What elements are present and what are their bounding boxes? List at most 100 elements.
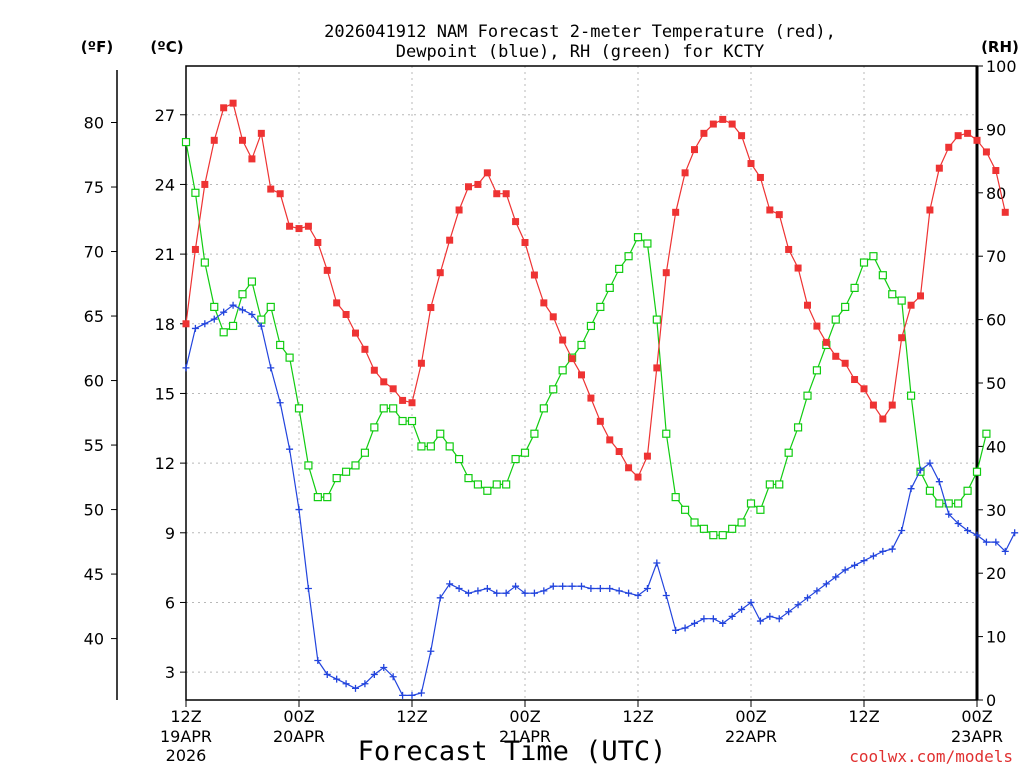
celsius-tick-label: 9	[165, 524, 175, 543]
dewpoint-point	[229, 301, 237, 309]
dewpoint-point	[540, 587, 548, 595]
rh-point	[304, 461, 313, 470]
temperature-point	[869, 401, 877, 409]
rh-point	[276, 340, 285, 350]
fahrenheit-unit-label: (ºF)	[81, 38, 113, 56]
rh-point	[878, 271, 887, 280]
dewpoint-point	[643, 585, 651, 593]
rh-point	[596, 302, 605, 312]
temperature-point	[672, 208, 680, 216]
rh-point	[690, 518, 699, 527]
dewpoint-point	[700, 615, 708, 623]
dewpoint-point	[333, 675, 341, 683]
dewpoint-point	[201, 320, 209, 328]
temperature-point	[417, 359, 425, 367]
x-tick-date-label: 22APR	[725, 727, 777, 746]
rh-point	[238, 290, 247, 299]
dewpoint-point	[502, 589, 510, 597]
temperature-point	[229, 99, 237, 107]
temperature-point	[813, 322, 821, 330]
tick-labels: 3 6 9 12 15 18 21 24 27 40 45 50 55 60 65 70 75 80 0 10 20 30…	[84, 57, 1017, 765]
temperature-point	[408, 399, 416, 407]
rh-tick-label: 60	[986, 311, 1006, 330]
dewpoint-point	[596, 585, 604, 593]
celsius-tick-label: 18	[155, 315, 175, 334]
rh-point	[332, 474, 341, 483]
dewpoint-point	[992, 538, 1000, 546]
rh-point	[831, 315, 840, 324]
temperature-point	[888, 401, 896, 409]
rh-point	[294, 404, 304, 413]
celsius-tick-label: 3	[165, 663, 175, 682]
temperature-point	[964, 129, 972, 137]
x-tick-date-label: 20APR	[273, 727, 325, 746]
temperature-point	[982, 148, 990, 156]
dewpoint-point	[191, 324, 199, 332]
rh-tick-label: 90	[986, 120, 1006, 139]
temperature-point	[267, 185, 275, 193]
temperature-point	[352, 329, 359, 337]
celsius-tick-label: 15	[155, 384, 175, 403]
temperature-point	[361, 345, 369, 353]
temperature-point	[493, 190, 501, 198]
dewpoint-point	[775, 615, 783, 623]
temperature-point	[380, 378, 388, 386]
temperature-point	[436, 269, 444, 277]
rh-point	[728, 524, 737, 533]
rh-point	[398, 416, 407, 426]
temperature-point	[728, 120, 736, 128]
celsius-tick-label: 27	[155, 106, 175, 125]
rh-tick-label: 70	[986, 247, 1006, 266]
dewpoint-point	[653, 559, 661, 567]
dewpoint-point	[530, 589, 538, 597]
temperature-point	[851, 376, 859, 384]
x-tick-time-label: 00Z	[735, 707, 766, 726]
temperature-point	[530, 271, 538, 279]
rh-point	[972, 467, 982, 476]
rh-point	[652, 315, 661, 324]
temperature-point	[907, 301, 915, 309]
rh-tick-label: 30	[986, 501, 1006, 520]
temperature-point	[257, 129, 265, 137]
rh-tick-label: 40	[986, 437, 1006, 456]
x-tick-year-label: 2026	[166, 746, 207, 765]
x-tick-time-label: 12Z	[396, 707, 427, 726]
rh-point	[605, 283, 614, 292]
temperature-point	[474, 180, 482, 188]
rh-point	[737, 518, 746, 527]
fahrenheit-tick-label: 55	[84, 436, 104, 455]
rh-point	[850, 283, 859, 292]
rh-point	[285, 353, 294, 362]
chart-title-line-2: Dewpoint (blue), RH (green) for KCTY	[396, 42, 764, 62]
temperature-point	[954, 132, 962, 140]
rh-point	[888, 290, 897, 299]
dewpoint-point	[1011, 529, 1019, 537]
rh-point	[746, 499, 756, 508]
rh-tick-label: 10	[986, 628, 1006, 647]
rh-point	[709, 531, 718, 540]
dewpoint-point	[587, 585, 595, 593]
dewpoint-point	[747, 598, 755, 606]
dewpoint-point	[549, 582, 557, 590]
rh-point	[624, 252, 633, 261]
dewpoint-point	[888, 545, 896, 553]
fahrenheit-tick-label: 80	[84, 114, 104, 133]
temperature-point	[832, 352, 840, 360]
rh-point	[586, 321, 596, 331]
rh-point	[492, 480, 501, 489]
rh-point	[982, 429, 991, 438]
temperature-point	[540, 299, 548, 307]
temperature-point	[220, 104, 228, 112]
temperature-point	[653, 364, 661, 372]
temperature-point	[248, 155, 256, 163]
dewpoint-point	[370, 670, 378, 678]
rh-point	[539, 404, 548, 413]
rh-point	[699, 524, 709, 533]
celsius-tick-label: 24	[155, 175, 175, 194]
dewpoint-point	[869, 552, 877, 560]
rh-point	[549, 385, 558, 394]
rh-point	[963, 486, 972, 495]
rh-point	[718, 531, 727, 540]
series-layer	[181, 99, 1019, 699]
rh-point	[341, 467, 351, 476]
